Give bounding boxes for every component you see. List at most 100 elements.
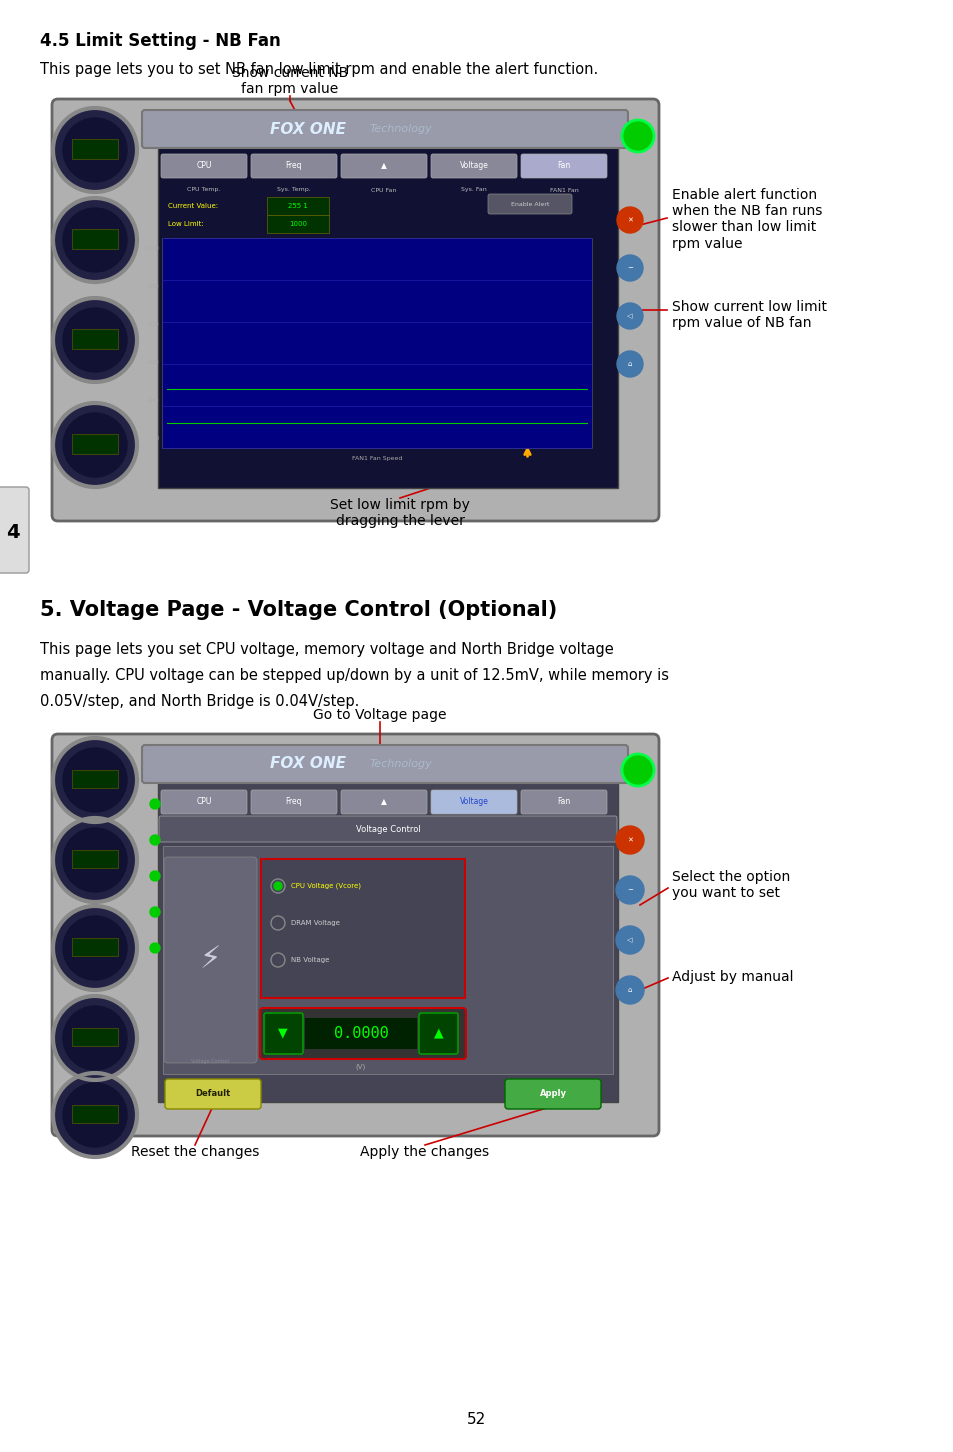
Circle shape — [63, 308, 127, 372]
Text: (V): (V) — [355, 1063, 366, 1070]
FancyBboxPatch shape — [261, 860, 464, 998]
FancyBboxPatch shape — [165, 1079, 261, 1109]
Text: Select the option
you want to set: Select the option you want to set — [671, 870, 789, 900]
Circle shape — [150, 871, 160, 881]
Text: Apply: Apply — [539, 1089, 566, 1099]
Text: FOX ONE: FOX ONE — [270, 756, 346, 771]
Text: 0.0000: 0.0000 — [334, 1025, 388, 1041]
Text: Apply the changes: Apply the changes — [360, 1146, 489, 1159]
FancyBboxPatch shape — [340, 154, 427, 179]
Text: ⚡: ⚡ — [199, 945, 220, 974]
FancyBboxPatch shape — [71, 1105, 118, 1122]
Text: ◁: ◁ — [627, 314, 632, 319]
FancyBboxPatch shape — [52, 99, 659, 521]
Circle shape — [617, 208, 642, 232]
Text: 0.05V/step, and North Bridge is 0.04V/step.: 0.05V/step, and North Bridge is 0.04V/st… — [40, 694, 359, 709]
Text: FOX ONE: FOX ONE — [270, 122, 346, 136]
Circle shape — [150, 835, 160, 845]
Text: Voltage: Voltage — [459, 797, 488, 806]
FancyBboxPatch shape — [488, 195, 572, 213]
Text: Current Value:: Current Value: — [168, 203, 218, 209]
Text: ▲: ▲ — [380, 797, 387, 806]
Text: Technology: Technology — [370, 759, 433, 770]
FancyBboxPatch shape — [71, 434, 118, 454]
Text: ◁: ◁ — [627, 937, 632, 942]
FancyBboxPatch shape — [71, 330, 118, 348]
Circle shape — [63, 748, 127, 812]
Circle shape — [53, 817, 137, 902]
FancyBboxPatch shape — [71, 938, 118, 955]
FancyBboxPatch shape — [418, 1013, 457, 1054]
Text: Fan: Fan — [557, 797, 570, 806]
FancyBboxPatch shape — [431, 790, 517, 815]
Text: Voltage: Voltage — [459, 161, 488, 170]
Text: CPU Voltage (Vcore): CPU Voltage (Vcore) — [291, 883, 360, 889]
FancyBboxPatch shape — [431, 154, 517, 179]
Text: CPU: CPU — [196, 797, 212, 806]
Text: Default: Default — [195, 1089, 231, 1099]
Text: ▼: ▼ — [278, 1027, 288, 1040]
Text: Low Limit:: Low Limit: — [168, 221, 204, 227]
Text: Technology: Technology — [370, 123, 433, 134]
Circle shape — [617, 303, 642, 330]
Text: 0: 0 — [155, 437, 159, 441]
Text: Adjust by manual: Adjust by manual — [671, 970, 793, 984]
Circle shape — [274, 881, 282, 890]
FancyBboxPatch shape — [71, 770, 118, 788]
FancyBboxPatch shape — [267, 197, 329, 215]
Circle shape — [150, 799, 160, 809]
Circle shape — [53, 107, 137, 192]
Text: Show current low limit
rpm value of NB fan: Show current low limit rpm value of NB f… — [671, 301, 826, 330]
Text: −: − — [626, 266, 632, 272]
Text: −: − — [626, 887, 632, 893]
FancyBboxPatch shape — [142, 745, 627, 783]
Text: ⌂: ⌂ — [627, 987, 632, 993]
Circle shape — [63, 916, 127, 980]
FancyBboxPatch shape — [251, 790, 336, 815]
Circle shape — [63, 1083, 127, 1147]
Circle shape — [617, 256, 642, 282]
Text: ▲: ▲ — [380, 161, 387, 170]
FancyBboxPatch shape — [71, 1028, 118, 1045]
FancyBboxPatch shape — [264, 1013, 303, 1054]
FancyBboxPatch shape — [161, 154, 247, 179]
FancyBboxPatch shape — [71, 139, 118, 160]
Text: Voltage Control: Voltage Control — [355, 825, 420, 833]
Text: CPU Temp.: CPU Temp. — [187, 187, 220, 193]
Text: FAN1 Fan Speed: FAN1 Fan Speed — [352, 456, 402, 460]
Text: Freq: Freq — [286, 797, 302, 806]
Text: 255 1: 255 1 — [288, 203, 308, 209]
Text: manually. CPU voltage can be stepped up/down by a unit of 12.5mV, while memory i: manually. CPU voltage can be stepped up/… — [40, 668, 668, 682]
Text: ▲: ▲ — [434, 1027, 443, 1040]
Text: Go to Voltage page: Go to Voltage page — [313, 709, 446, 722]
Text: Set low limit rpm by
dragging the lever: Set low limit rpm by dragging the lever — [330, 498, 470, 529]
Text: Fan: Fan — [557, 161, 570, 170]
Text: 4: 4 — [6, 523, 20, 542]
Text: NB Voltage: NB Voltage — [291, 957, 329, 963]
Circle shape — [63, 208, 127, 272]
Text: This page lets you set CPU voltage, memory voltage and North Bridge voltage: This page lets you set CPU voltage, memo… — [40, 642, 613, 656]
Circle shape — [53, 404, 137, 486]
Text: Show current NB
fan rpm value: Show current NB fan rpm value — [232, 65, 348, 96]
Text: Enable alert function
when the NB fan runs
slower than low limit
rpm value: Enable alert function when the NB fan ru… — [671, 187, 821, 251]
Circle shape — [616, 826, 643, 854]
Text: ✕: ✕ — [626, 836, 632, 844]
Circle shape — [621, 121, 654, 152]
FancyBboxPatch shape — [251, 154, 336, 179]
Text: 8000: 8000 — [147, 283, 159, 289]
Circle shape — [53, 738, 137, 822]
FancyBboxPatch shape — [504, 1079, 600, 1109]
FancyBboxPatch shape — [340, 790, 427, 815]
Text: FAN1 Fan: FAN1 Fan — [549, 187, 578, 193]
Bar — [163, 847, 613, 1074]
Circle shape — [63, 1006, 127, 1070]
FancyBboxPatch shape — [161, 790, 247, 815]
Circle shape — [63, 118, 127, 182]
Text: Reset the changes: Reset the changes — [131, 1146, 259, 1159]
Bar — [305, 1018, 416, 1048]
Bar — [162, 238, 592, 449]
Bar — [158, 754, 618, 1102]
Text: CPU Fan: CPU Fan — [371, 187, 396, 193]
Text: 4000: 4000 — [147, 360, 159, 364]
Text: Freq: Freq — [286, 161, 302, 170]
